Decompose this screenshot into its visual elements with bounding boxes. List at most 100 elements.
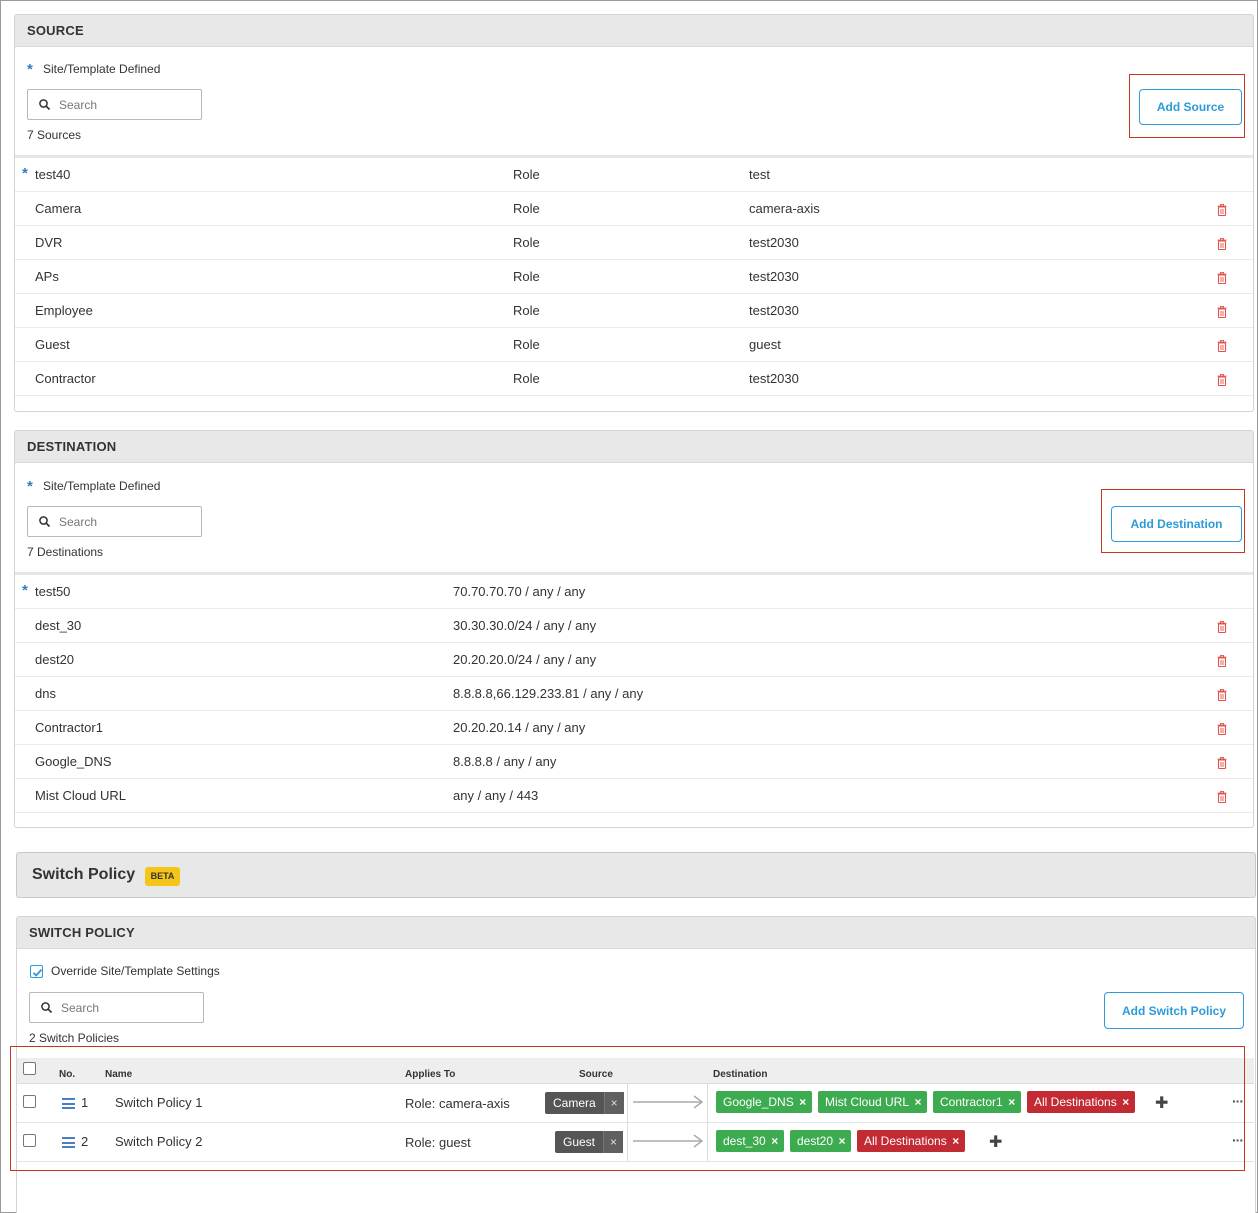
delete-trash-icon[interactable] xyxy=(1217,688,1227,702)
add-switch-policy-button[interactable]: Add Switch Policy xyxy=(1104,992,1244,1029)
policy-applies-to: Role: guest xyxy=(405,1135,471,1150)
beta-badge: BETA xyxy=(145,867,180,886)
add-destination-plus-icon[interactable]: ✚ xyxy=(989,1134,1003,1151)
destination-header: DESTINATION xyxy=(15,431,1253,463)
destination-row[interactable]: Google_DNS 8.8.8.8 / any / any xyxy=(15,745,1253,779)
delete-trash-icon[interactable] xyxy=(1217,271,1227,285)
destination-name: test50 xyxy=(35,584,71,599)
source-row[interactable]: APs Role test2030 xyxy=(15,260,1253,294)
source-header: SOURCE xyxy=(15,15,1253,47)
more-options-icon[interactable]: ··· xyxy=(1232,1132,1244,1148)
source-value: camera-axis xyxy=(749,201,820,216)
source-panel: SOURCE * Site/Template Defined 7 Sources… xyxy=(14,14,1254,412)
delete-trash-icon[interactable] xyxy=(1217,237,1227,251)
source-row[interactable]: Employee Role test2030 xyxy=(15,294,1253,328)
policy-name[interactable]: Switch Policy 2 xyxy=(115,1134,203,1149)
delete-trash-icon[interactable] xyxy=(1217,756,1227,770)
more-options-icon[interactable]: ··· xyxy=(1232,1093,1244,1109)
destination-value: 70.70.70.70 / any / any xyxy=(453,584,586,599)
select-all-checkbox[interactable] xyxy=(23,1062,36,1075)
destination-row[interactable]: dest_30 30.30.30.0/24 / any / any xyxy=(15,609,1253,643)
switch-policy-search-input[interactable] xyxy=(61,999,191,1017)
source-name: Contractor xyxy=(35,371,96,386)
switch-policy-table-highlight xyxy=(10,1046,1245,1171)
delete-trash-icon[interactable] xyxy=(1217,790,1227,804)
drag-handle-icon[interactable] xyxy=(62,1098,75,1109)
destination-search[interactable] xyxy=(27,506,202,537)
source-name: Employee xyxy=(35,303,93,318)
site-defined-star-icon: * xyxy=(22,165,28,182)
drag-handle-icon[interactable] xyxy=(62,1137,75,1148)
destination-chip-label: Mist Cloud URL xyxy=(825,1095,910,1109)
source-row[interactable]: Guest Role guest xyxy=(15,328,1253,362)
destination-row[interactable]: * test50 70.70.70.70 / any / any xyxy=(15,575,1253,609)
source-type: Role xyxy=(513,269,540,284)
destination-name: dns xyxy=(35,686,56,701)
source-name: DVR xyxy=(35,235,63,250)
source-chip-label: Guest xyxy=(563,1135,596,1149)
source-row[interactable]: DVR Role test2030 xyxy=(15,226,1253,260)
destination-search-input[interactable] xyxy=(59,513,189,531)
override-checkbox[interactable] xyxy=(30,965,43,978)
source-type: Role xyxy=(513,371,540,386)
destination-chip: Google_DNS × xyxy=(716,1091,812,1113)
delete-trash-icon[interactable] xyxy=(1217,722,1227,736)
remove-destination-icon[interactable]: × xyxy=(771,1134,779,1148)
add-source-button[interactable]: Add Source xyxy=(1139,89,1242,125)
source-row[interactable]: * test40 Role test xyxy=(15,158,1253,192)
policy-name[interactable]: Switch Policy 1 xyxy=(115,1095,203,1110)
remove-source-icon[interactable]: × xyxy=(603,1092,624,1114)
remove-destination-icon[interactable]: × xyxy=(1122,1095,1130,1109)
source-value: test xyxy=(749,167,770,182)
destination-chip-label: Google_DNS xyxy=(723,1095,794,1109)
destination-chip: dest20 × xyxy=(790,1130,852,1152)
destination-name: Mist Cloud URL xyxy=(35,788,127,803)
destination-row[interactable]: Mist Cloud URL any / any / 443 xyxy=(15,779,1253,813)
row-checkbox[interactable] xyxy=(23,1095,36,1108)
delete-trash-icon[interactable] xyxy=(1217,339,1227,353)
source-name: Camera xyxy=(35,201,82,216)
remove-destination-icon[interactable]: × xyxy=(1008,1095,1016,1109)
remove-destination-icon[interactable]: × xyxy=(914,1095,922,1109)
policy-applies-to: Role: camera-axis xyxy=(405,1096,510,1111)
destination-chip-label: dest20 xyxy=(797,1134,834,1148)
source-value: test2030 xyxy=(749,371,799,386)
destination-chip-label: All Destinations xyxy=(1034,1095,1117,1109)
source-search-input[interactable] xyxy=(59,96,189,114)
source-name: APs xyxy=(35,269,59,284)
add-source-highlight xyxy=(1129,74,1245,138)
column-header-applies-to: Applies To xyxy=(405,1069,456,1080)
column-header-destination: Destination xyxy=(713,1069,768,1080)
destination-name: Contractor1 xyxy=(35,720,103,735)
source-count: 7 Sources xyxy=(27,128,82,142)
destination-panel: DESTINATION * Site/Template Defined 7 De… xyxy=(14,430,1254,828)
destination-row[interactable]: Contractor1 20.20.20.14 / any / any xyxy=(15,711,1253,745)
delete-trash-icon[interactable] xyxy=(1217,620,1227,634)
add-destination-plus-icon[interactable]: ✚ xyxy=(1155,1095,1169,1112)
switch-policy-row[interactable] xyxy=(17,1084,1254,1123)
remove-source-icon[interactable]: × xyxy=(603,1131,624,1153)
remove-destination-icon[interactable]: × xyxy=(799,1095,807,1109)
source-row[interactable]: Contractor Role test2030 xyxy=(15,362,1253,396)
column-header-source: Source xyxy=(579,1069,613,1080)
delete-trash-icon[interactable] xyxy=(1217,305,1227,319)
source-row[interactable]: Camera Role camera-axis xyxy=(15,192,1253,226)
remove-destination-icon[interactable]: × xyxy=(838,1134,846,1148)
destination-chip: Contractor1 × xyxy=(933,1091,1021,1113)
policy-number: 2 xyxy=(81,1134,89,1149)
destination-value: 8.8.8.8 / any / any xyxy=(453,754,557,769)
add-destination-button[interactable]: Add Destination xyxy=(1111,506,1242,542)
delete-trash-icon[interactable] xyxy=(1217,654,1227,668)
delete-trash-icon[interactable] xyxy=(1217,373,1227,387)
switch-policy-search[interactable] xyxy=(29,992,204,1023)
override-label: Override Site/Template Settings xyxy=(51,964,220,978)
destination-row[interactable]: dns 8.8.8.8,66.129.233.81 / any / any xyxy=(15,677,1253,711)
search-icon xyxy=(39,99,51,111)
destination-row[interactable]: dest20 20.20.20.0/24 / any / any xyxy=(15,643,1253,677)
switch-policy-row[interactable] xyxy=(17,1123,1254,1162)
row-checkbox[interactable] xyxy=(23,1134,36,1147)
remove-destination-icon[interactable]: × xyxy=(952,1134,960,1148)
delete-trash-icon[interactable] xyxy=(1217,203,1227,217)
source-search[interactable] xyxy=(27,89,202,120)
destination-chip-label: Contractor1 xyxy=(940,1095,1003,1109)
